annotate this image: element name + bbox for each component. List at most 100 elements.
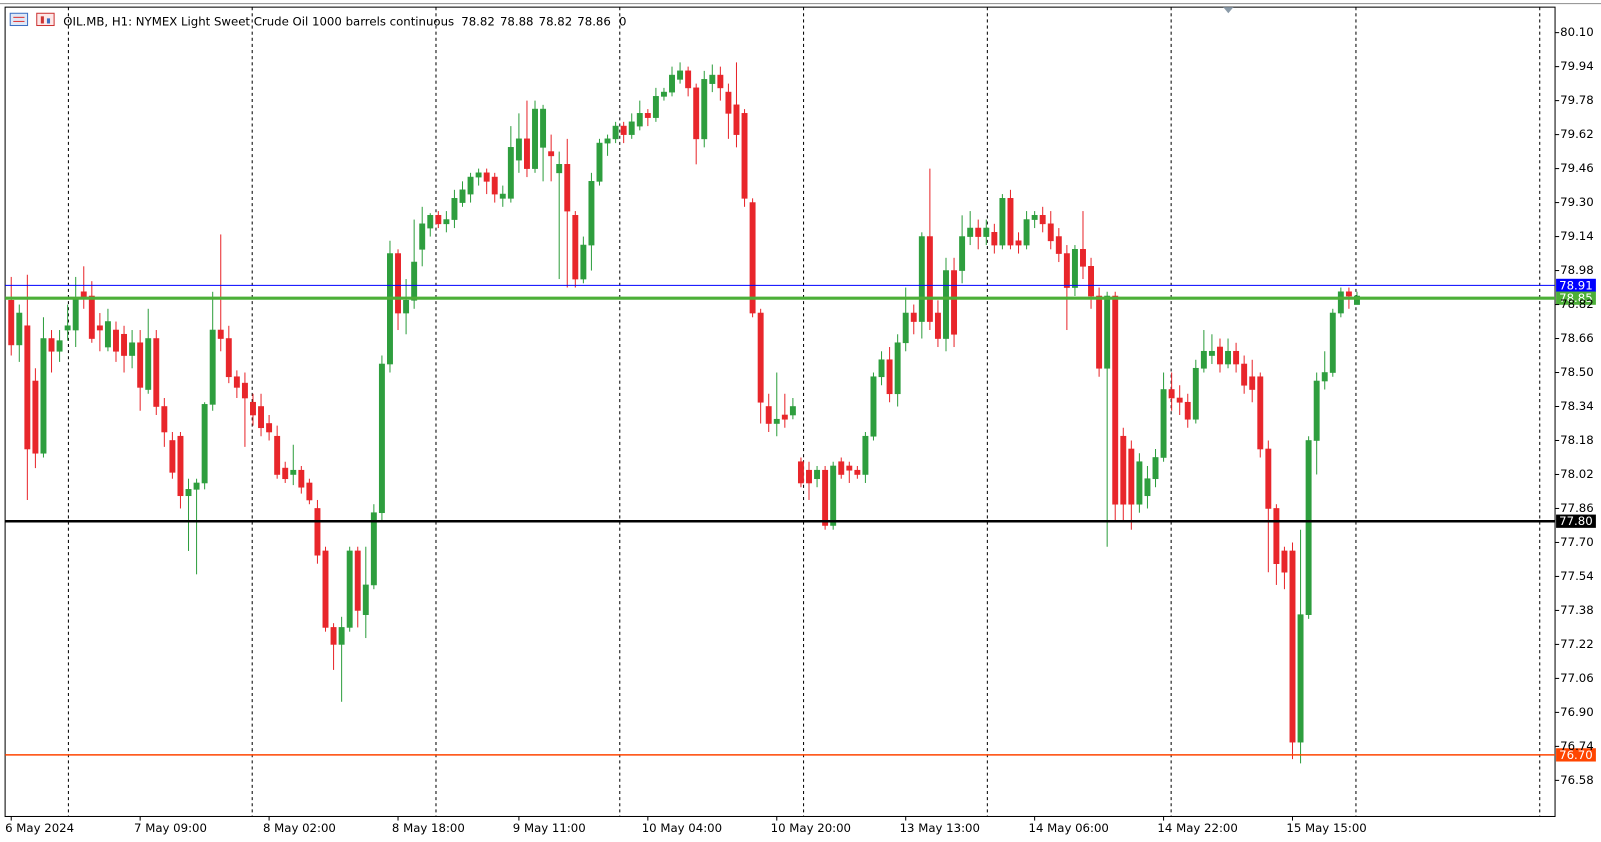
candle-body — [1007, 198, 1014, 246]
header-open: 78.82 — [461, 14, 495, 28]
x-tick-label: 14 May 06:00 — [1029, 821, 1109, 835]
candle-body — [40, 338, 47, 454]
y-tick-label: 77.38 — [1560, 603, 1594, 617]
candle-body — [1104, 295, 1111, 369]
candle-body — [1071, 249, 1078, 288]
candle-body — [830, 465, 837, 526]
candle-body — [951, 270, 958, 335]
candle-body — [1225, 350, 1231, 365]
candle-body — [241, 382, 248, 399]
y-tick-label: 78.66 — [1560, 331, 1594, 345]
icon-list — [9, 12, 29, 27]
y-tick-label: 77.54 — [1560, 569, 1594, 583]
candle-body — [282, 467, 289, 480]
candle-body — [1257, 376, 1264, 450]
candle-body — [1297, 614, 1304, 743]
candle-body — [250, 401, 256, 416]
candle-body — [225, 338, 232, 378]
candle-body — [1063, 253, 1070, 288]
level-label-box — [1556, 514, 1596, 528]
candle-body — [564, 164, 571, 212]
candle-body — [290, 469, 297, 475]
y-tick-label: 79.46 — [1560, 161, 1594, 175]
candle-body — [16, 312, 23, 346]
candle-body — [975, 227, 982, 237]
candle-body — [1241, 363, 1248, 386]
candle-body — [491, 176, 498, 195]
candle-body — [878, 359, 885, 378]
chart-title: OIL.MB, H1: NYMEX Light Sweet Crude Oil … — [63, 14, 454, 28]
candle-body — [145, 338, 152, 390]
candle-body — [1273, 508, 1280, 565]
plot-frame — [4, 6, 1556, 817]
candle-body — [1136, 461, 1143, 505]
candle-body — [32, 380, 39, 454]
candle-body — [1176, 397, 1183, 403]
candle-body — [330, 627, 337, 645]
x-tick-label: 10 May 04:00 — [642, 821, 722, 835]
x-tick-label: 13 May 13:00 — [900, 821, 980, 835]
candle-body — [894, 342, 901, 395]
y-tick-label: 79.62 — [1560, 127, 1594, 141]
candle-body — [806, 469, 812, 484]
header-high: 78.88 — [500, 14, 534, 28]
candle-body — [1152, 457, 1159, 480]
candle-body — [660, 91, 667, 97]
candle-body — [435, 215, 442, 225]
level-label-box — [1556, 278, 1596, 293]
candle-body — [652, 96, 659, 118]
candle-body — [354, 550, 361, 611]
x-tick-label: 8 May 02:00 — [263, 821, 336, 835]
candle-body — [1144, 478, 1151, 497]
candle-body — [1168, 389, 1175, 399]
candle-body — [515, 138, 522, 161]
candle-body — [749, 202, 756, 314]
candle-body — [161, 406, 168, 433]
candle-body — [959, 236, 966, 271]
candle-body — [427, 215, 434, 229]
candle-body — [1128, 448, 1135, 505]
candle-body — [1354, 295, 1360, 305]
candle-body — [378, 363, 385, 514]
candle-body — [153, 338, 160, 407]
candle-body — [636, 113, 643, 127]
candle-body — [588, 181, 595, 246]
candle-body — [387, 253, 393, 365]
candle-body — [934, 312, 941, 339]
y-tick-label: 77.22 — [1560, 637, 1594, 651]
y-tick-label: 79.14 — [1560, 229, 1594, 243]
candle-body — [346, 550, 353, 628]
candle-body — [1120, 435, 1127, 505]
candle-body — [1337, 291, 1344, 314]
candle-body — [1015, 240, 1022, 246]
candle-body — [362, 584, 369, 615]
candle-body — [137, 342, 144, 388]
x-tick-label: 15 May 15:00 — [1286, 821, 1366, 835]
y-tick-label: 78.02 — [1560, 467, 1594, 481]
candle-body — [1200, 350, 1207, 369]
candle-body — [258, 406, 265, 429]
candle-body — [797, 461, 804, 484]
candle-body — [266, 423, 273, 433]
y-tick-label: 79.94 — [1560, 59, 1594, 73]
x-tick-label: 10 May 20:00 — [771, 821, 851, 835]
candle-body — [926, 236, 933, 322]
candle-body — [411, 261, 418, 301]
candle-body — [104, 321, 111, 348]
candle-body — [451, 198, 458, 220]
candle-body — [1023, 219, 1030, 246]
candle-body — [1217, 346, 1223, 365]
candle-body — [201, 404, 208, 484]
candle-body — [48, 338, 55, 352]
header-icons — [9, 12, 55, 27]
candle-body — [1345, 291, 1352, 297]
candle-body — [8, 299, 15, 346]
candle-body — [72, 297, 79, 331]
level-label: 78.91 — [1559, 278, 1593, 292]
candle-body — [314, 508, 321, 556]
candle-body — [620, 125, 627, 135]
header-low: 78.82 — [539, 14, 573, 28]
candle-body — [1039, 215, 1046, 225]
candle-body — [193, 482, 200, 490]
x-tick-label: 7 May 09:00 — [134, 821, 207, 835]
